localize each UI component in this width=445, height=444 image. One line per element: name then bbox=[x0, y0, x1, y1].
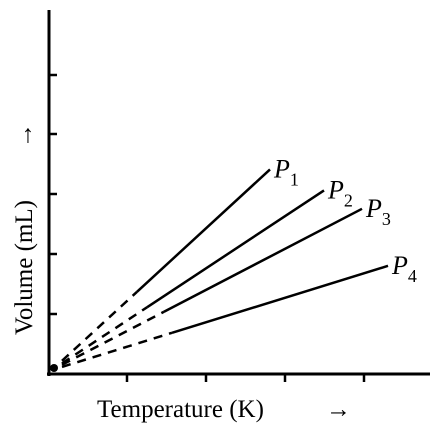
series-line-p3 bbox=[163, 207, 363, 313]
axis-labels: Temperature (K) → Volume (mL) → bbox=[11, 123, 351, 423]
x-axis-label: Temperature (K) bbox=[97, 396, 264, 423]
series-line-p2 bbox=[146, 189, 325, 309]
series-line-p1 bbox=[136, 168, 271, 293]
series-line-dashed-p4 bbox=[61, 331, 173, 369]
series-label-p4: P4 bbox=[391, 251, 417, 286]
series-line-dashed-p3 bbox=[61, 310, 165, 366]
y-axis-arrow: → bbox=[11, 123, 38, 148]
series-line-p4 bbox=[171, 264, 389, 334]
origin-dot bbox=[50, 364, 58, 372]
series-line-dashed-p2 bbox=[61, 306, 148, 365]
y-axis-label: Volume (mL) bbox=[11, 200, 38, 335]
x-axis-arrow: → bbox=[326, 396, 351, 423]
series-label-p1: P1 bbox=[273, 154, 299, 189]
series-label-p2: P2 bbox=[327, 175, 353, 210]
series-label-p3: P3 bbox=[365, 194, 391, 229]
series-line-dashed-p1 bbox=[61, 290, 138, 362]
axes bbox=[47, 10, 430, 382]
